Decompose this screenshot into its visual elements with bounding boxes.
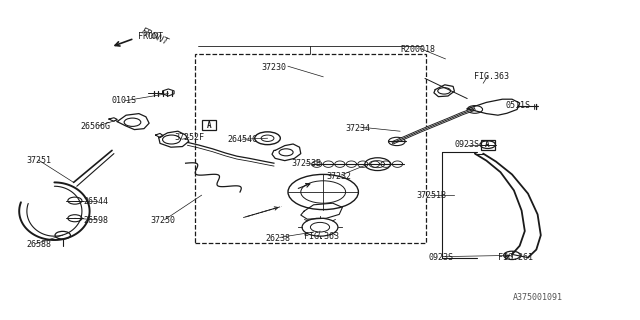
Text: 37234: 37234	[346, 124, 371, 132]
Text: 0923S: 0923S	[454, 140, 479, 149]
Bar	[481, 140, 495, 150]
Text: 37251B: 37251B	[416, 191, 446, 200]
Text: 0511S: 0511S	[506, 101, 531, 110]
Text: 26598: 26598	[83, 216, 108, 225]
Text: FIG.363: FIG.363	[474, 72, 509, 81]
Text: 37232: 37232	[326, 172, 351, 180]
Text: FRONT: FRONT	[140, 27, 170, 47]
Text: A: A	[485, 140, 490, 149]
Text: 26454C: 26454C	[227, 135, 257, 144]
Text: 37250: 37250	[150, 216, 175, 225]
Text: 37251: 37251	[27, 156, 52, 164]
Bar	[202, 120, 216, 130]
Text: FRONT: FRONT	[138, 32, 163, 41]
Text: 26544: 26544	[83, 197, 108, 206]
Text: 26238: 26238	[266, 234, 291, 243]
Polygon shape	[163, 89, 174, 96]
Text: FIG.261: FIG.261	[498, 253, 533, 262]
Text: A: A	[207, 121, 212, 130]
Text: 26588: 26588	[27, 240, 52, 249]
Text: 37252F: 37252F	[174, 133, 204, 142]
Text: 0101S: 0101S	[112, 96, 137, 105]
Text: 37230: 37230	[261, 63, 286, 72]
Text: R200018: R200018	[400, 45, 435, 54]
Text: 37253B: 37253B	[291, 159, 321, 168]
Text: A375001091: A375001091	[513, 293, 563, 302]
Text: FIG.363: FIG.363	[304, 232, 339, 241]
Text: 0923S: 0923S	[429, 253, 454, 262]
Bar	[195, 54, 426, 243]
Text: 26566G: 26566G	[80, 122, 110, 131]
